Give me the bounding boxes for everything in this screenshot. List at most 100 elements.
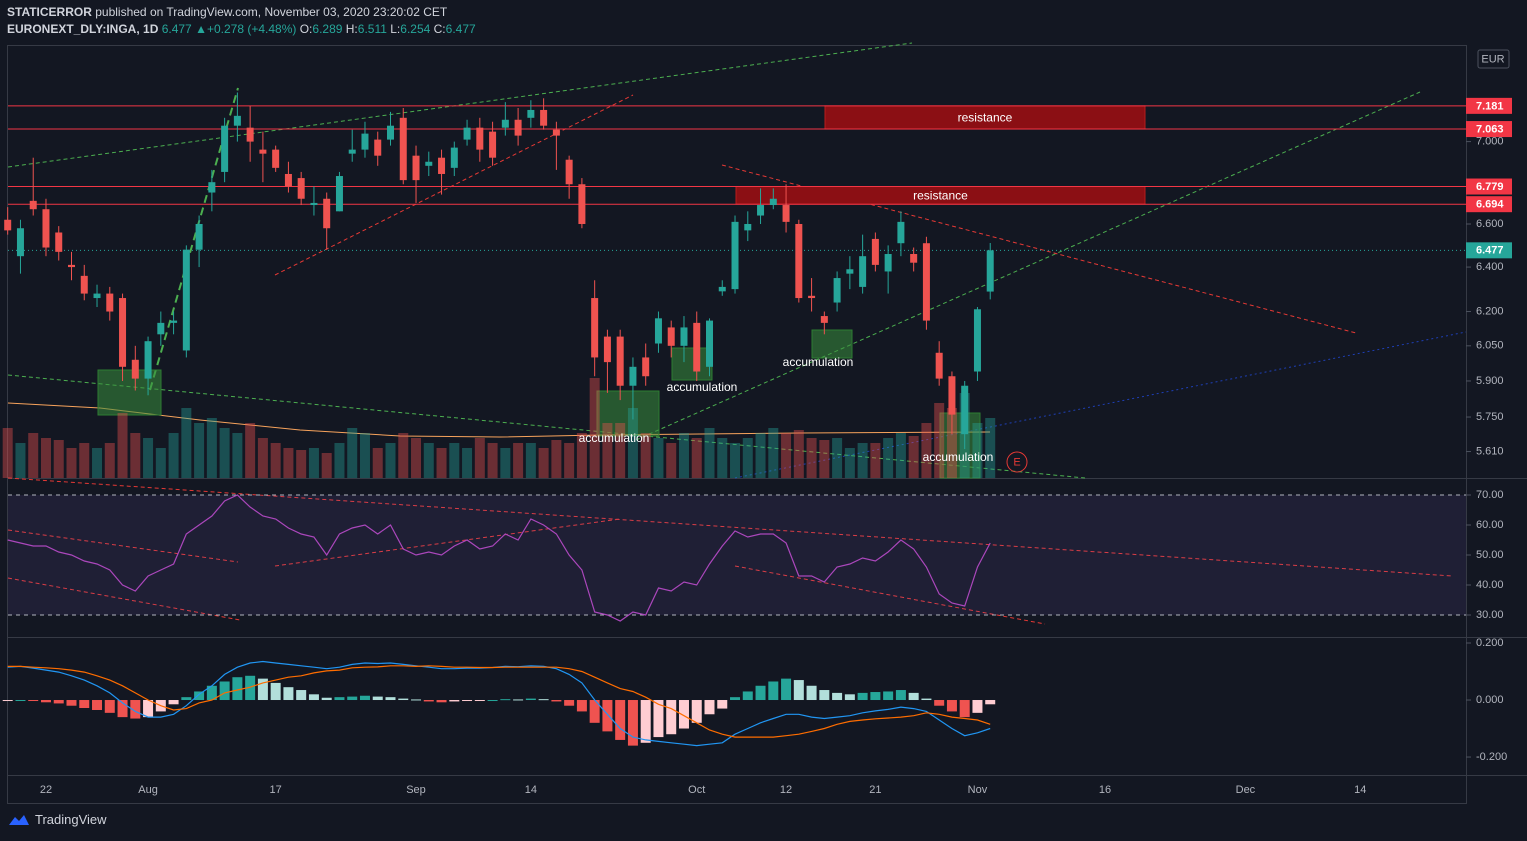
macd-histogram-bar bbox=[934, 700, 945, 706]
volume-bar bbox=[691, 438, 702, 478]
logo bbox=[9, 814, 29, 825]
rsi-trend-line bbox=[7, 577, 241, 621]
volume-bar bbox=[678, 433, 689, 478]
candle-body bbox=[195, 223, 203, 250]
macd-histogram-bar bbox=[92, 700, 103, 710]
price-tag-label: 6.779 bbox=[1476, 181, 1504, 193]
price-tag-label: 6.694 bbox=[1476, 199, 1504, 211]
price-tag bbox=[1466, 178, 1512, 195]
macd-histogram-bar bbox=[844, 694, 855, 701]
trend-line bbox=[7, 374, 1086, 479]
macd-histogram-bar bbox=[436, 700, 447, 703]
volume-bar bbox=[385, 443, 396, 478]
y-tick-label: 30.00 bbox=[1476, 609, 1504, 621]
volume-bar bbox=[28, 433, 39, 478]
y-tick-label: 40.00 bbox=[1476, 579, 1504, 591]
candle-body bbox=[489, 131, 497, 158]
candle-body bbox=[693, 322, 701, 372]
volume-bar bbox=[908, 436, 919, 478]
macd-histogram-bar bbox=[462, 700, 473, 702]
volume-bar bbox=[653, 438, 664, 478]
macd-histogram-bar bbox=[2, 700, 13, 702]
volume-bar bbox=[92, 448, 103, 478]
y-tick-label: 5.610 bbox=[1476, 445, 1504, 457]
macd-histogram-bar bbox=[678, 700, 689, 729]
candle-body bbox=[884, 254, 892, 272]
volume-bar bbox=[819, 440, 830, 478]
candle-body bbox=[961, 385, 969, 435]
macd-histogram-bar bbox=[79, 700, 90, 708]
candle-body bbox=[450, 147, 458, 168]
y-tick-label: 6.200 bbox=[1476, 305, 1504, 317]
candle-body bbox=[425, 161, 433, 166]
candle-body bbox=[744, 223, 752, 231]
price-tag bbox=[1466, 196, 1512, 213]
volume-bar bbox=[449, 443, 460, 478]
candle-body bbox=[629, 366, 637, 386]
x-tick-label: Oct bbox=[688, 784, 705, 796]
candle-body bbox=[208, 182, 216, 193]
macd-histogram-bar bbox=[602, 700, 613, 732]
candle-body bbox=[552, 129, 560, 136]
macd-histogram-bar bbox=[985, 700, 996, 705]
macd-histogram-bar bbox=[28, 700, 39, 702]
volume-bar bbox=[155, 448, 166, 478]
annotation: accumulation bbox=[783, 355, 854, 369]
macd-histogram-bar bbox=[538, 699, 549, 701]
macd-histogram-bar bbox=[908, 692, 919, 701]
candle-body bbox=[476, 127, 484, 150]
x-tick-label: 21 bbox=[869, 784, 881, 796]
volume-bar bbox=[934, 403, 945, 478]
trend-line bbox=[635, 91, 1421, 441]
volume-bar bbox=[257, 438, 268, 478]
candle-body bbox=[182, 249, 190, 351]
candle-body bbox=[170, 320, 178, 323]
annotation: accumulation bbox=[667, 380, 738, 394]
macd-histogram-bar bbox=[398, 698, 409, 701]
macd-histogram-bar bbox=[819, 690, 830, 701]
macd-histogram-bar bbox=[832, 692, 843, 701]
candle-body bbox=[399, 117, 407, 181]
trend-line bbox=[274, 94, 634, 276]
volume-bar bbox=[615, 423, 626, 478]
macd-histogram-bar bbox=[321, 697, 332, 701]
candle-body bbox=[514, 119, 522, 136]
y-tick-label: 6.050 bbox=[1476, 340, 1504, 352]
macd-histogram-bar bbox=[245, 675, 256, 701]
macd-histogram-bar bbox=[921, 698, 932, 701]
volume-bar bbox=[219, 428, 230, 478]
y-tick-label: 6.600 bbox=[1476, 218, 1504, 230]
macd-histogram-bar bbox=[143, 700, 154, 718]
y-tick-label: 60.00 bbox=[1476, 519, 1504, 531]
candle-body bbox=[654, 318, 662, 344]
macd-histogram-bar bbox=[730, 697, 741, 701]
macd-histogram-bar bbox=[283, 687, 294, 701]
volume-bar bbox=[130, 433, 141, 478]
y-tick-label: 0.200 bbox=[1476, 637, 1504, 649]
candle-body bbox=[144, 341, 152, 379]
published: published on TradingView.com, November 0… bbox=[95, 5, 448, 19]
volume-bar bbox=[359, 433, 370, 478]
volume-bar bbox=[104, 443, 115, 478]
candle-body bbox=[973, 309, 981, 372]
candle-body bbox=[935, 352, 943, 379]
price-tag-label: 6.477 bbox=[1476, 245, 1504, 257]
candle-body bbox=[667, 327, 675, 346]
volume-bar bbox=[730, 443, 741, 478]
volume-bar bbox=[181, 408, 192, 478]
macd-histogram-bar bbox=[385, 697, 396, 701]
candle-body bbox=[412, 155, 420, 181]
y-tick-label: 5.750 bbox=[1476, 411, 1504, 423]
price-tag-label: 7.181 bbox=[1476, 100, 1504, 112]
volume-bar bbox=[972, 423, 983, 478]
macd-histogram-bar bbox=[857, 692, 868, 701]
macd-histogram-bar bbox=[359, 695, 370, 701]
volume-bar bbox=[40, 438, 51, 478]
candle-body bbox=[438, 157, 446, 174]
candle-body bbox=[501, 119, 509, 128]
macd-histogram-bar bbox=[257, 678, 268, 701]
x-tick-label: 22 bbox=[40, 784, 52, 796]
candle-body bbox=[106, 293, 114, 312]
